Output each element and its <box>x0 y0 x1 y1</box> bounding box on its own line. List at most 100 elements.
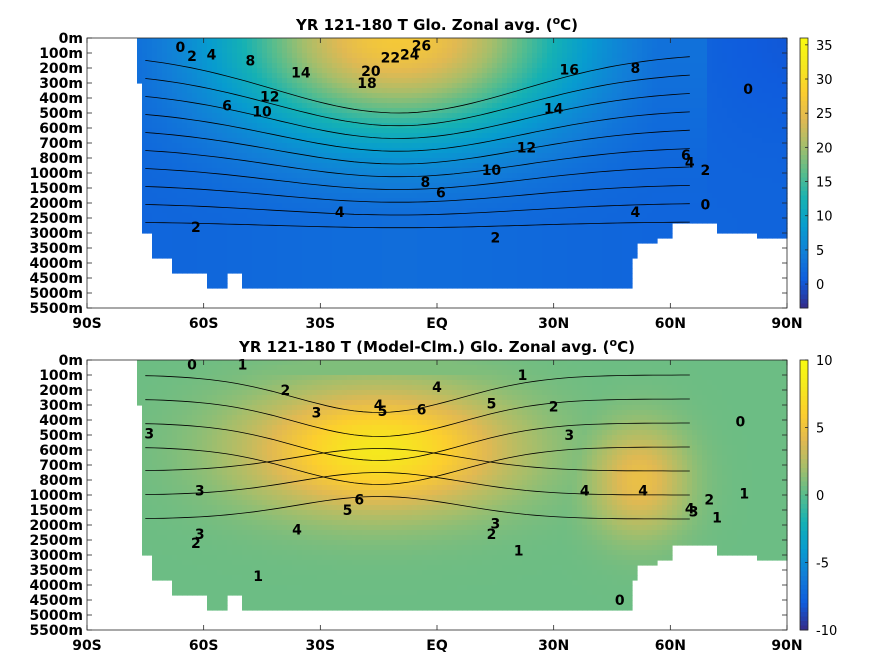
field-cell <box>167 198 173 204</box>
field-cell <box>502 128 508 134</box>
field-cell <box>637 228 643 234</box>
field-cell <box>492 263 498 269</box>
field-cell <box>207 203 213 209</box>
field-cell <box>262 213 268 219</box>
field-cell <box>272 203 278 209</box>
field-cell <box>612 38 618 44</box>
field-cell <box>517 158 523 164</box>
field-cell <box>642 163 648 169</box>
field-cell <box>532 43 538 49</box>
field-cell <box>232 93 238 99</box>
field-cell <box>577 273 583 279</box>
field-cell <box>592 88 598 94</box>
field-cell <box>382 58 388 64</box>
field-cell <box>412 118 418 124</box>
field-cell <box>172 103 178 109</box>
field-cell <box>402 198 408 204</box>
field-cell <box>362 193 368 199</box>
field-cell <box>497 213 503 219</box>
field-cell <box>617 148 623 154</box>
field-cell <box>197 193 203 199</box>
field-cell <box>522 138 528 144</box>
field-cell <box>447 283 453 289</box>
field-cell <box>277 73 283 79</box>
field-cell <box>447 53 453 59</box>
field-cell <box>497 273 503 279</box>
field-cell <box>472 158 478 164</box>
field-cell <box>277 243 283 249</box>
field-cell <box>457 83 463 89</box>
field-cell <box>197 138 203 144</box>
field-cell <box>292 213 298 219</box>
field-cell <box>162 233 168 239</box>
field-cell <box>192 68 198 74</box>
field-cell <box>367 273 373 279</box>
field-cell <box>627 63 633 69</box>
field-cell <box>182 43 188 49</box>
field-cell <box>622 138 628 144</box>
field-cell <box>192 118 198 124</box>
field-cell <box>592 253 598 259</box>
field-cell <box>582 168 588 174</box>
field-cell <box>387 208 393 214</box>
field-cell <box>627 93 633 99</box>
field-cell <box>437 218 443 224</box>
field-cell <box>342 233 348 239</box>
field-cell <box>517 73 523 79</box>
field-cell <box>342 148 348 154</box>
field-cell <box>137 63 143 69</box>
field-cell <box>577 138 583 144</box>
field-cell <box>272 173 278 179</box>
field-cell <box>387 143 393 149</box>
field-cell <box>537 188 543 194</box>
field-cell <box>562 248 568 254</box>
field-cell <box>302 148 308 154</box>
field-cell <box>197 263 203 269</box>
field-cell <box>562 238 568 244</box>
field-cell <box>532 188 538 194</box>
field-cell <box>202 218 208 224</box>
field-cell <box>292 238 298 244</box>
field-cell <box>182 128 188 134</box>
field-cell <box>217 108 223 114</box>
field-cell <box>407 208 413 214</box>
field-cell <box>267 213 273 219</box>
field-cell <box>432 138 438 144</box>
field-cell <box>272 178 278 184</box>
field-cell <box>547 38 553 44</box>
field-cell <box>462 233 468 239</box>
field-cell <box>297 233 303 239</box>
field-cell <box>367 188 373 194</box>
field-cell <box>222 163 228 169</box>
field-cell <box>212 113 218 119</box>
field-cell <box>432 153 438 159</box>
field-cell <box>377 113 383 119</box>
field-cell <box>627 153 633 159</box>
field-cell <box>397 248 403 254</box>
field-cell <box>322 178 328 184</box>
field-cell <box>307 243 313 249</box>
field-cell <box>232 178 238 184</box>
field-cell <box>227 208 233 214</box>
field-cell <box>477 273 483 279</box>
field-cell <box>342 48 348 54</box>
field-cell <box>197 268 203 274</box>
field-cell <box>647 53 653 59</box>
field-cell <box>502 243 508 249</box>
field-cell <box>367 83 373 89</box>
field-cell <box>332 273 338 279</box>
field-cell <box>402 48 408 54</box>
field-cell <box>342 248 348 254</box>
field-cell <box>602 143 608 149</box>
field-cell <box>252 228 258 234</box>
field-cell <box>157 68 163 74</box>
field-cell <box>382 218 388 224</box>
field-cell <box>392 253 398 259</box>
field-cell <box>642 203 648 209</box>
field-cell <box>272 153 278 159</box>
field-cell <box>202 233 208 239</box>
field-cell <box>612 143 618 149</box>
field-cell <box>267 178 273 184</box>
field-cell <box>337 238 343 244</box>
field-cell <box>617 218 623 224</box>
